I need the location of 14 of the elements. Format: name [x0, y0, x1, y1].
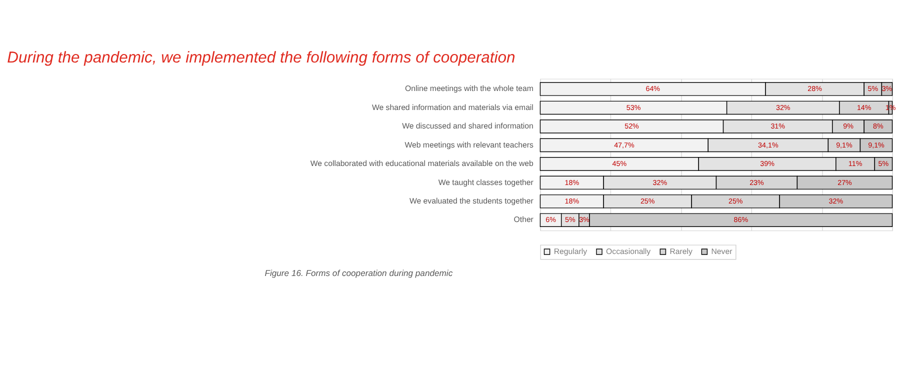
y-tick-label: We discussed and shared information: [402, 122, 534, 131]
text: During the pandemic, we implemented the following forms of cooperation: [7, 49, 516, 66]
y-tick-label: Other: [514, 215, 534, 224]
legend-label: Rarely: [670, 246, 693, 256]
caption: Figure 16. Forms of cooperation during pandemic: [264, 268, 454, 278]
y-tick-label: We evaluated the students together: [409, 196, 534, 206]
y-tick-label: We shared information and materials via email: [372, 102, 534, 112]
y-tick-label: We collaborated with educational materials available on the web: [310, 159, 534, 168]
legend-label: Occasionally: [606, 246, 651, 256]
y-tick-label: Web meetings with relevant teachers: [404, 140, 534, 150]
legend-label: Never: [711, 246, 733, 256]
y-tick-label: We taught classes together: [438, 178, 534, 187]
y-tick-label: Online meetings with the whole team: [404, 84, 534, 94]
legend-label: Regularly: [554, 246, 588, 256]
